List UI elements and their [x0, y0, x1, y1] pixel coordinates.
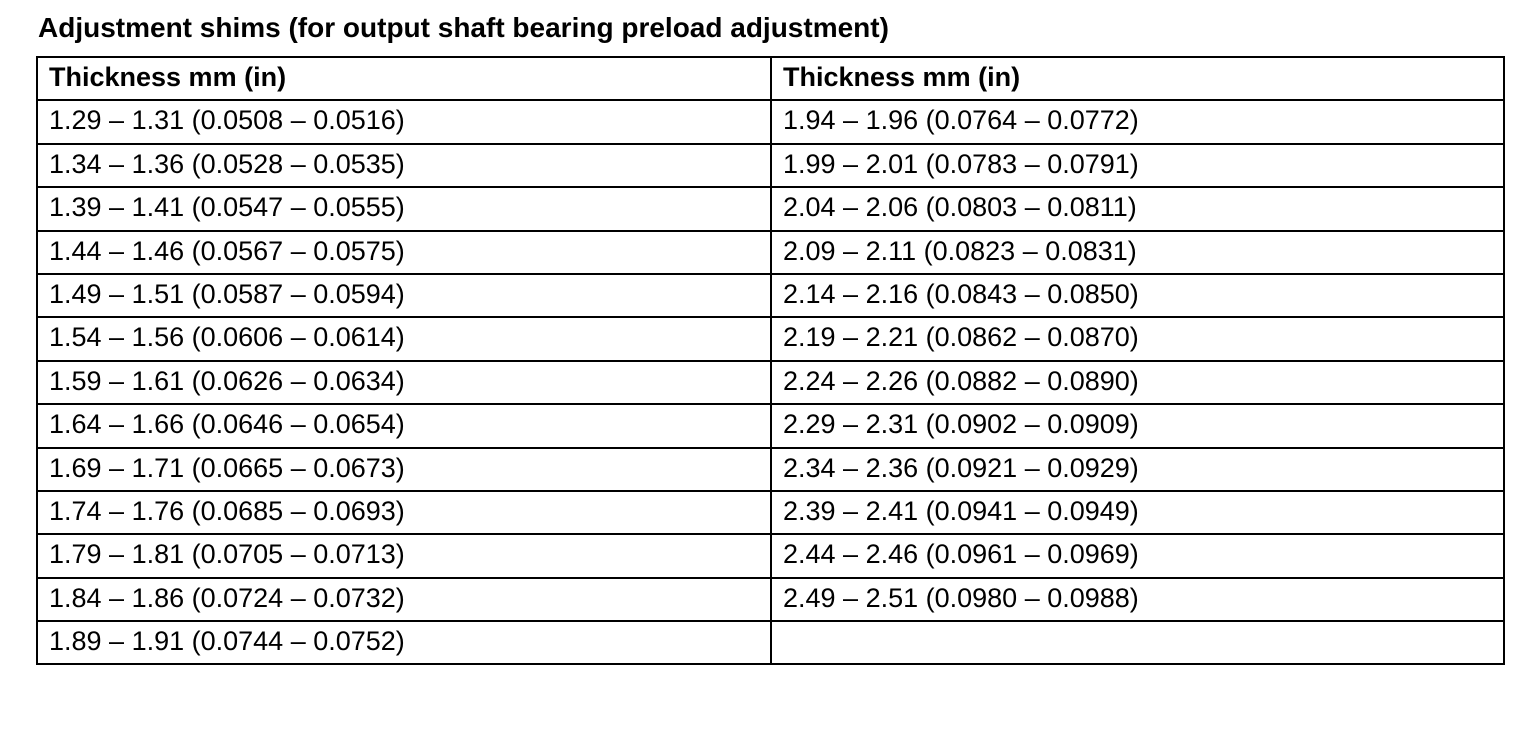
shim-thickness-table: Thickness mm (in) Thickness mm (in) 1.29…: [36, 55, 1505, 666]
column-header-left: Thickness mm (in): [36, 55, 772, 102]
table-header-row: Thickness mm (in) Thickness mm (in): [36, 55, 1505, 102]
table-row: 1.39 – 1.41 (0.0547 – 0.0555) 2.04 – 2.0…: [36, 186, 1505, 232]
table-row: 1.54 – 1.56 (0.0606 – 0.0614) 2.19 – 2.2…: [36, 316, 1505, 362]
table-row: 1.29 – 1.31 (0.0508 – 0.0516) 1.94 – 1.9…: [36, 99, 1505, 145]
table-cell: 2.34 – 2.36 (0.0921 – 0.0929): [770, 446, 1505, 492]
table-cell: 2.14 – 2.16 (0.0843 – 0.0850): [770, 272, 1505, 319]
column-header-right: Thickness mm (in): [770, 55, 1505, 102]
table-cell: 2.44 – 2.46 (0.0961 – 0.0969): [770, 533, 1505, 579]
table-cell-empty: [770, 620, 1505, 666]
table-cell: 2.09 – 2.11 (0.0823 – 0.0831): [770, 229, 1505, 275]
table-cell: 1.29 – 1.31 (0.0508 – 0.0516): [36, 99, 772, 145]
table-row: 1.34 – 1.36 (0.0528 – 0.0535) 1.99 – 2.0…: [36, 142, 1505, 189]
table-cell: 1.49 – 1.51 (0.0587 – 0.0594): [36, 272, 772, 319]
table-cell: 1.94 – 1.96 (0.0764 – 0.0772): [770, 99, 1505, 145]
table-row: 1.49 – 1.51 (0.0587 – 0.0594) 2.14 – 2.1…: [36, 272, 1505, 319]
table-cell: 1.84 – 1.86 (0.0724 – 0.0732): [36, 576, 772, 623]
table-row: 1.64 – 1.66 (0.0646 – 0.0654) 2.29 – 2.3…: [36, 403, 1505, 449]
table-cell: 1.64 – 1.66 (0.0646 – 0.0654): [36, 403, 772, 449]
table-cell: 1.89 – 1.91 (0.0744 – 0.0752): [36, 620, 772, 666]
table-cell: 1.79 – 1.81 (0.0705 – 0.0713): [36, 533, 772, 579]
table-row: 1.59 – 1.61 (0.0626 – 0.0634) 2.24 – 2.2…: [36, 359, 1505, 406]
table-row: 1.89 – 1.91 (0.0744 – 0.0752): [36, 620, 1505, 666]
table-cell: 2.39 – 2.41 (0.0941 – 0.0949): [770, 489, 1505, 536]
table-cell: 2.29 – 2.31 (0.0902 – 0.0909): [770, 403, 1505, 449]
table-cell: 1.34 – 1.36 (0.0528 – 0.0535): [36, 142, 772, 189]
table-row: 1.69 – 1.71 (0.0665 – 0.0673) 2.34 – 2.3…: [36, 446, 1505, 492]
table-row: 1.74 – 1.76 (0.0685 – 0.0693) 2.39 – 2.4…: [36, 489, 1505, 536]
table-cell: 2.24 – 2.26 (0.0882 – 0.0890): [770, 359, 1505, 406]
table-cell: 1.69 – 1.71 (0.0665 – 0.0673): [36, 446, 772, 492]
table-cell: 1.44 – 1.46 (0.0567 – 0.0575): [36, 229, 772, 275]
table-cell: 1.74 – 1.76 (0.0685 – 0.0693): [36, 489, 772, 536]
table-cell: 1.54 – 1.56 (0.0606 – 0.0614): [36, 316, 772, 362]
table-cell: 2.19 – 2.21 (0.0862 – 0.0870): [770, 316, 1505, 362]
table-cell: 1.59 – 1.61 (0.0626 – 0.0634): [36, 359, 772, 406]
page-title: Adjustment shims (for output shaft beari…: [38, 12, 889, 43]
table-row: 1.44 – 1.46 (0.0567 – 0.0575) 2.09 – 2.1…: [36, 229, 1505, 275]
table-cell: 1.99 – 2.01 (0.0783 – 0.0791): [770, 142, 1505, 189]
table-row: 1.84 – 1.86 (0.0724 – 0.0732) 2.49 – 2.5…: [36, 576, 1505, 623]
table-cell: 2.49 – 2.51 (0.0980 – 0.0988): [770, 576, 1505, 623]
table-cell: 2.04 – 2.06 (0.0803 – 0.0811): [770, 186, 1505, 232]
table-cell: 1.39 – 1.41 (0.0547 – 0.0555): [36, 186, 772, 232]
table-row: 1.79 – 1.81 (0.0705 – 0.0713) 2.44 – 2.4…: [36, 533, 1505, 579]
